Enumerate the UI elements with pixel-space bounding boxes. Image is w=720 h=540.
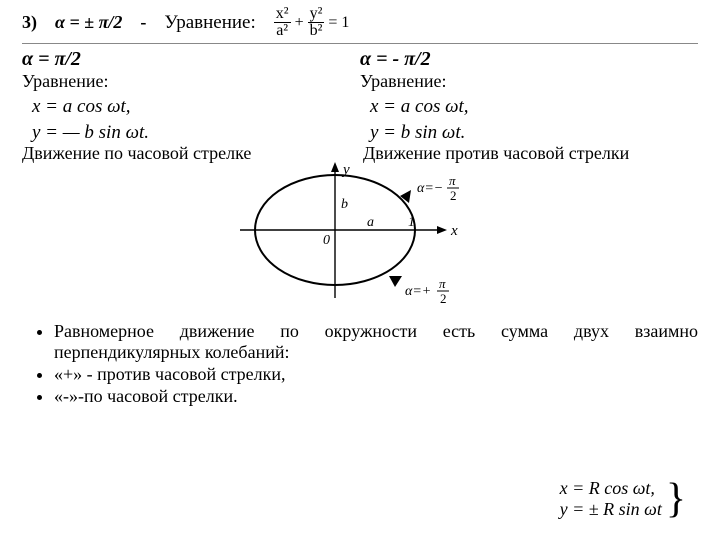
header-dash: - xyxy=(140,12,146,33)
pi-bot-den: 2 xyxy=(440,291,447,306)
bullet-2: «+» - против часовой стрелки, xyxy=(54,364,698,385)
left-equations: x = a cos ωt, y = — b sin ωt. xyxy=(32,94,360,145)
y-axis-label: y xyxy=(341,162,350,178)
left-label: Уравнение: xyxy=(22,71,360,92)
alpha-top: α=− xyxy=(417,181,443,196)
right-eq2: y = b sin ωt. xyxy=(370,120,698,146)
one-label: 1 xyxy=(408,215,415,230)
left-heading: α = π/2 xyxy=(22,48,360,71)
right-heading: α = - π/2 xyxy=(360,48,698,71)
bullet-3: «-»-по часовой стрелки. xyxy=(54,386,698,407)
bullet-1: Равномерное движение по окружности есть … xyxy=(54,321,698,363)
pi-top-num: π xyxy=(449,173,456,188)
frac1-num: x² xyxy=(274,6,291,23)
right-col: α = - π/2 Уравнение: x = a cos ωt, y = b… xyxy=(360,46,698,145)
two-columns: α = π/2 Уравнение: x = a cos ωt, y = — b… xyxy=(22,46,698,145)
left-eq1: x = a cos ωt, xyxy=(32,94,360,120)
bottom-equation: x = R cos ωt, y = ± R sin ωt } xyxy=(560,478,686,520)
left-eq2: y = — b sin ωt. xyxy=(32,120,360,146)
pi-top-den: 2 xyxy=(450,188,457,203)
left-col: α = π/2 Уравнение: x = a cos ωt, y = — b… xyxy=(22,46,360,145)
plus-sign: + xyxy=(295,14,304,32)
frac1-den: a² xyxy=(274,23,290,39)
item-number: 3) xyxy=(22,12,37,33)
frac2-den: b² xyxy=(308,23,325,39)
bottom-eq-line2: y = ± R sin ωt xyxy=(560,499,662,520)
diagram-wrap: y x b a 1 0 α=− π 2 α=+ π 2 xyxy=(22,160,698,315)
right-eq1: x = a cos ωt, xyxy=(370,94,698,120)
header-label: Уравнение: xyxy=(164,12,255,34)
b-label: b xyxy=(341,197,348,212)
right-label: Уравнение: xyxy=(360,71,698,92)
bullet-list: Равномерное движение по окружности есть … xyxy=(22,321,698,407)
right-brace: } xyxy=(666,478,686,520)
header-alpha: α = ± π/2 xyxy=(55,12,122,33)
header-row: 3) α = ± π/2 - Уравнение: x² a² + y² b² … xyxy=(22,6,698,44)
x-axis-label: x xyxy=(450,223,458,239)
equals-one: = 1 xyxy=(328,14,349,32)
right-equations: x = a cos ωt, y = b sin ωt. xyxy=(370,94,698,145)
a-label: a xyxy=(367,215,374,230)
main-equation: x² a² + y² b² = 1 xyxy=(274,6,350,39)
ellipse-diagram: y x b a 1 0 α=− π 2 α=+ π 2 xyxy=(225,160,495,315)
alpha-bot: α=+ xyxy=(405,284,431,299)
bottom-eq-line1: x = R cos ωt, xyxy=(560,478,662,499)
origin-label: 0 xyxy=(323,233,330,248)
frac2-num: y² xyxy=(308,6,325,23)
pi-bot-num: π xyxy=(439,276,446,291)
